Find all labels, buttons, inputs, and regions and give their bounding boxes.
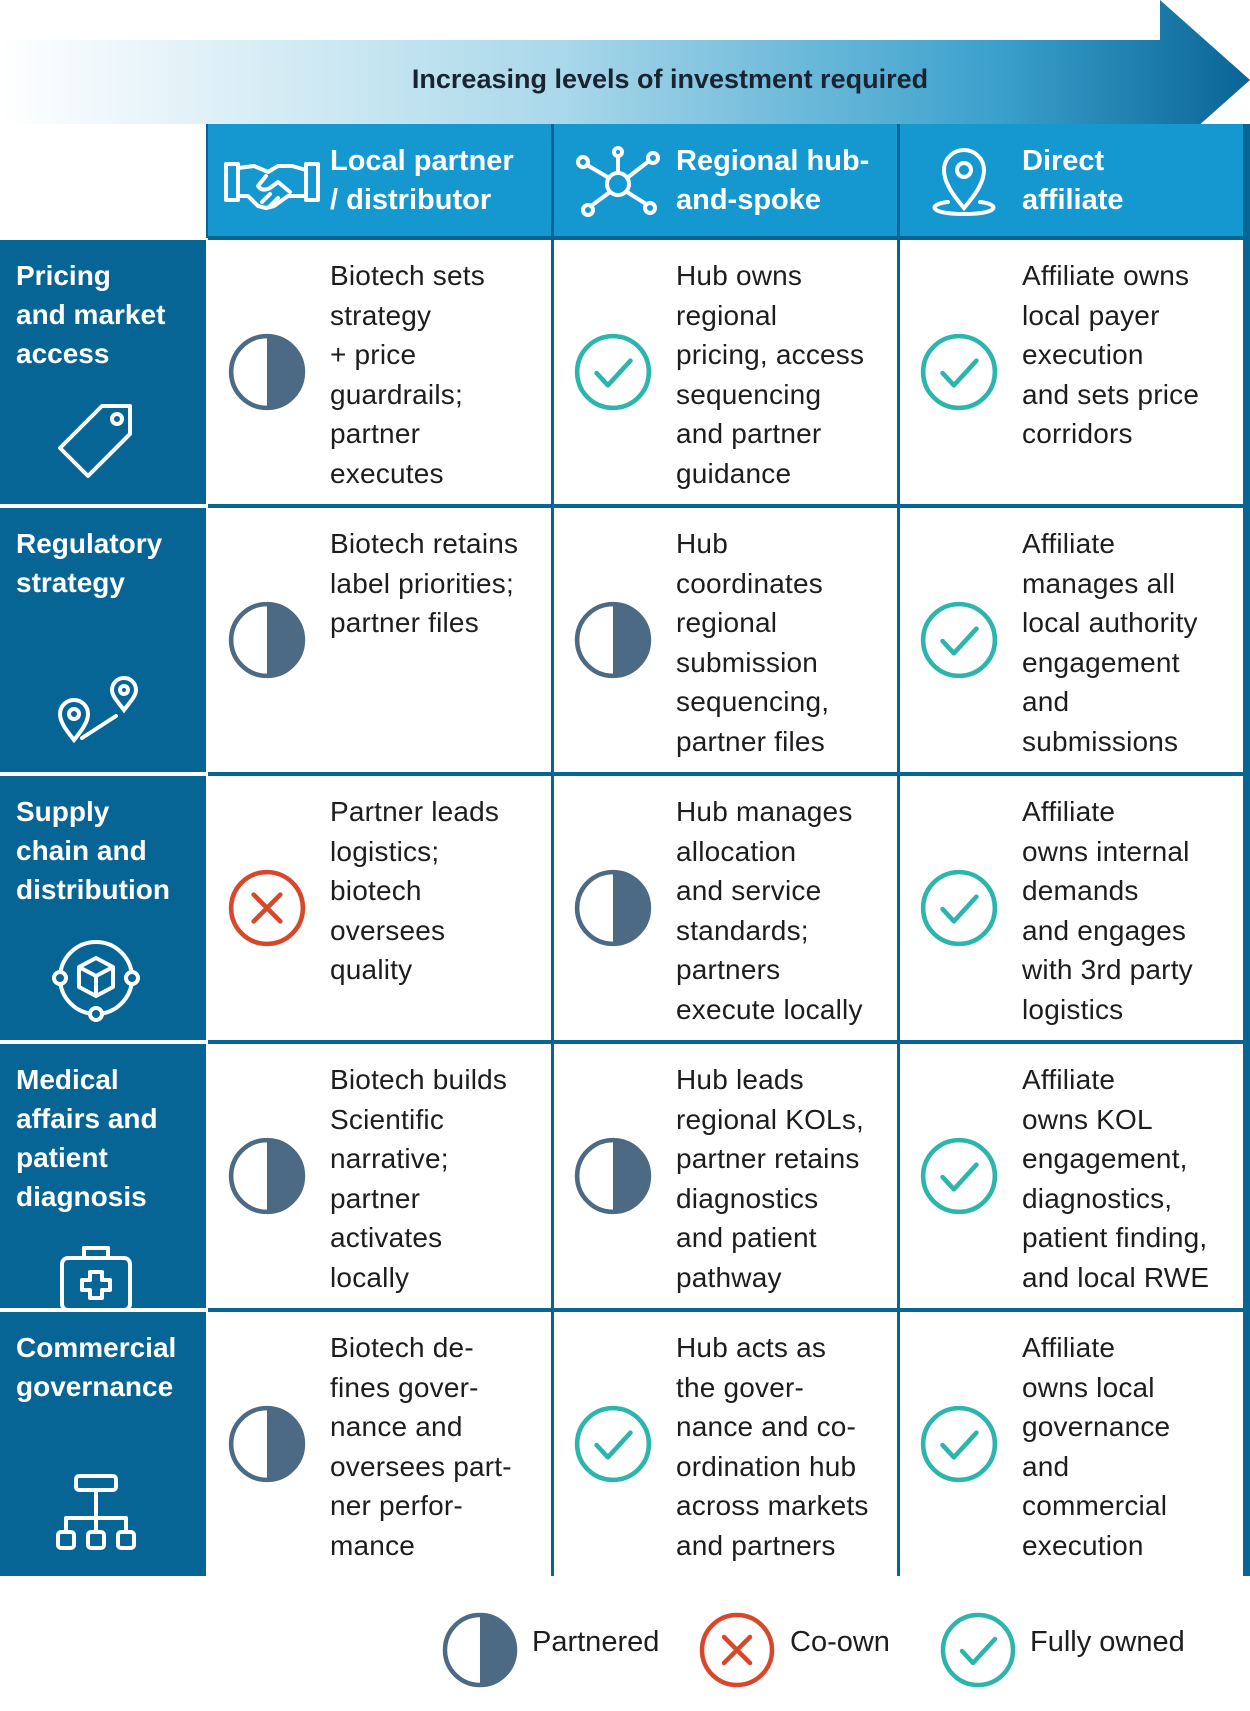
row-title: Medical affairs and patient diagnosis — [16, 1064, 158, 1212]
legend-label-co-own: Co-own — [790, 1626, 890, 1658]
column-title: Direct affiliate — [1022, 145, 1124, 216]
cell-governance-regional-hub: Hub acts as the gover- nance and co- ord… — [554, 1312, 897, 1576]
cell-supply-chain-local-partner: Partner leads logistics; biotech oversee… — [208, 776, 551, 1040]
row-header-supply-chain: Supply chain and distribution — [0, 776, 206, 1040]
cell-text: Biotech retains label priorities; partne… — [330, 528, 519, 638]
partnered-icon — [226, 1403, 308, 1485]
legend-label-fully-owned: Fully owned — [1030, 1626, 1185, 1658]
hub-network-icon — [568, 146, 668, 218]
cell-governance-local-partner: Biotech de- fines gover- nance and overs… — [208, 1312, 551, 1576]
route-pins-icon — [46, 658, 146, 758]
cell-text: Hub leads regional KOLs, partner retains… — [676, 1064, 865, 1293]
cell-text: Affiliate manages all local authority en… — [1022, 528, 1198, 757]
cell-medical-affairs-local-partner: Biotech builds Scientific narrative; par… — [208, 1044, 551, 1308]
cell-text: Partner leads logistics; biotech oversee… — [330, 796, 500, 985]
cell-text: Affiliate owns internal demands and enga… — [1022, 796, 1193, 1025]
row-header-regulatory: Regulatory strategy — [0, 508, 206, 772]
partnered-icon — [226, 599, 308, 681]
legend-label-partnered: Partnered — [532, 1626, 660, 1658]
cell-regulatory-regional-hub: Hub coordinates regional submission sequ… — [554, 508, 897, 772]
fully-owned-icon — [918, 1403, 1000, 1485]
partnered-icon — [226, 1135, 308, 1217]
investment-arrow — [0, 0, 1250, 160]
cell-text: Affiliate owns KOL engagement, diagnosti… — [1022, 1064, 1210, 1293]
cell-text: Hub manages allocation and service stand… — [676, 796, 863, 1025]
fully-owned-icon — [572, 331, 654, 413]
cell-medical-affairs-regional-hub: Hub leads regional KOLs, partner retains… — [554, 1044, 897, 1308]
fully-owned-icon — [918, 1135, 1000, 1217]
fully-owned-icon — [918, 599, 1000, 681]
cell-governance-direct-affiliate: Affiliate owns local governance and comm… — [900, 1312, 1243, 1576]
column-header-local-partner: Local partner / distributor — [208, 124, 551, 236]
org-chart-icon — [46, 1462, 146, 1562]
column-header-regional-hub: Regional hub- and-spoke — [554, 124, 897, 236]
legend-co-own-icon — [697, 1610, 777, 1690]
row-title: Pricing and market access — [16, 260, 166, 369]
cell-regulatory-direct-affiliate: Affiliate manages all local authority en… — [900, 508, 1243, 772]
cell-text: Affiliate owns local payer execution and… — [1022, 260, 1200, 449]
column-title: Regional hub- and-spoke — [676, 145, 870, 216]
price-tag-icon — [46, 390, 146, 490]
cell-pricing-direct-affiliate: Affiliate owns local payer execution and… — [900, 240, 1243, 504]
cell-text: Hub owns regional pricing, access sequen… — [676, 260, 865, 489]
cell-pricing-regional-hub: Hub owns regional pricing, access sequen… — [554, 240, 897, 504]
cell-regulatory-local-partner: Biotech retains label priorities; partne… — [208, 508, 551, 772]
partnered-icon — [572, 867, 654, 949]
cell-supply-chain-direct-affiliate: Affiliate owns internal demands and enga… — [900, 776, 1243, 1040]
row-title: Regulatory strategy — [16, 528, 163, 598]
cell-text: Affiliate owns local governance and comm… — [1022, 1332, 1171, 1561]
fully-owned-icon — [918, 331, 1000, 413]
row-header-governance: Commercial governance — [0, 1312, 206, 1576]
cell-text: Biotech builds Scientific narrative; par… — [330, 1064, 508, 1293]
cell-pricing-local-partner: Biotech sets strategy + price guardrails… — [208, 240, 551, 504]
cell-text: Biotech de- fines gover- nance and overs… — [330, 1332, 512, 1561]
fully-owned-icon — [918, 867, 1000, 949]
co-own-icon — [226, 867, 308, 949]
legend-partnered-icon — [440, 1610, 520, 1690]
arrow-label: Increasing levels of investment required — [411, 64, 929, 94]
partnered-icon — [226, 331, 308, 413]
row-header-pricing: Pricing and market access — [0, 240, 206, 504]
package-network-icon — [46, 926, 146, 1026]
column-title: Local partner / distributor — [330, 145, 514, 216]
location-pin-icon — [914, 146, 1014, 218]
legend-fully-owned-icon — [938, 1610, 1018, 1690]
row-title: Supply chain and distribution — [16, 796, 170, 905]
column-header-direct-affiliate: Direct affiliate — [900, 124, 1243, 236]
cell-medical-affairs-direct-affiliate: Affiliate owns KOL engagement, diagnosti… — [900, 1044, 1243, 1308]
medical-kit-icon — [46, 1226, 146, 1326]
partnered-icon — [572, 1135, 654, 1217]
row-header-medical-affairs: Medical affairs and patient diagnosis — [0, 1044, 206, 1312]
cell-supply-chain-regional-hub: Hub manages allocation and service stand… — [554, 776, 897, 1040]
cell-text: Biotech sets strategy + price guardrails… — [330, 260, 485, 489]
cell-text: Hub coordinates regional submission sequ… — [676, 528, 830, 757]
cell-text: Hub acts as the gover- nance and co- ord… — [676, 1332, 869, 1561]
handshake-icon — [222, 146, 322, 218]
partnered-icon — [572, 599, 654, 681]
row-title: Commercial governance — [16, 1332, 177, 1402]
fully-owned-icon — [572, 1403, 654, 1485]
